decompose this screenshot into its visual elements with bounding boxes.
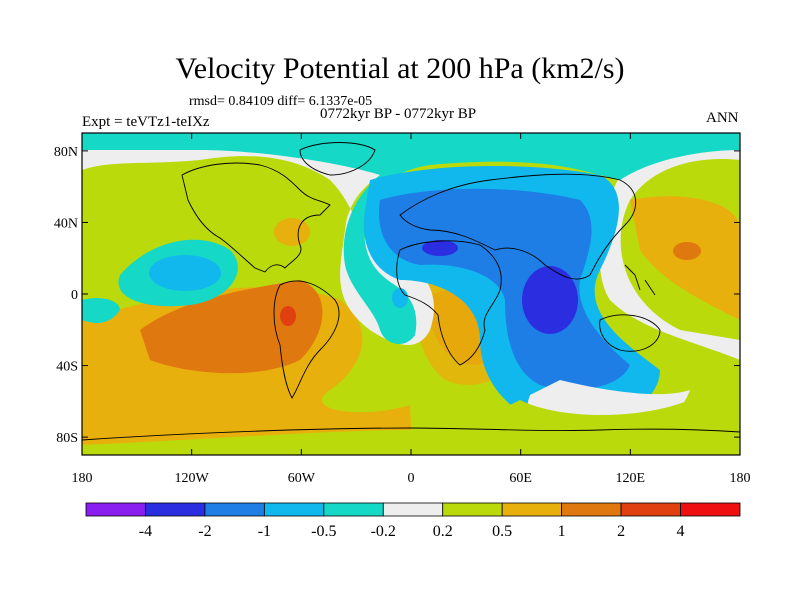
lon-label: 60E xyxy=(509,471,532,486)
colorbar-swatch xyxy=(323,502,384,517)
contour-region-arctic-negative xyxy=(82,133,740,345)
coast-eurasia xyxy=(399,173,637,280)
colorbar-label: 4 xyxy=(677,523,685,540)
coast-north-america xyxy=(181,162,331,273)
lon-label: 180 xyxy=(72,471,93,486)
contour-fill-layer xyxy=(82,133,740,455)
plot-title: Velocity Potential at 200 hPa (km2/s) xyxy=(175,52,625,85)
colorbar-swatch xyxy=(204,502,265,517)
colorbar-label: -0.5 xyxy=(311,523,336,540)
coast-antarctica xyxy=(82,427,740,441)
lat-label: 0 xyxy=(71,288,78,303)
coastline-layer xyxy=(82,142,740,441)
lon-label: 0 xyxy=(408,471,415,486)
colorbar-swatch xyxy=(145,502,206,517)
longitude-axis: 180 120W 60W 0 60E 120E 180 xyxy=(72,133,751,486)
colorbar-swatch xyxy=(680,502,741,517)
colorbar: -4 -2 -1 -0.5 -0.2 0.2 0.5 1 2 4 xyxy=(85,502,741,540)
contour-region-south-america-max xyxy=(140,280,323,374)
colorbar-label: -4 xyxy=(139,523,152,540)
contour-peak-sahara xyxy=(422,240,458,256)
colorbar-swatch xyxy=(263,502,325,517)
colorbar-label: 0.2 xyxy=(433,523,453,540)
contour-region-antarctic-positive xyxy=(82,390,740,455)
lat-label: 40S xyxy=(56,360,78,375)
time-period-label: 0772kyr BP - 0772kyr BP xyxy=(320,106,477,122)
coast-maritime-continent xyxy=(624,264,656,296)
rmsd-diff-stats: rmsd= 0.84109 diff= 6.1337e-05 xyxy=(189,94,373,109)
coast-south-america xyxy=(273,280,340,399)
contour-region-gulf-of-guinea xyxy=(392,288,408,308)
lon-label: 60W xyxy=(288,471,316,486)
colorbar-label: 0.5 xyxy=(492,523,512,540)
contour-peak-west-pacific xyxy=(673,242,701,260)
colorbar-swatch xyxy=(561,502,622,517)
colorbar-label: -1 xyxy=(258,523,271,540)
colorbar-swatch xyxy=(501,502,563,517)
latitude-axis: 80N 40N 0 40S 80S xyxy=(54,145,740,446)
colorbar-swatch xyxy=(620,502,681,517)
colorbar-swatch xyxy=(442,502,503,517)
coast-africa xyxy=(396,240,502,366)
lat-label: 80N xyxy=(54,145,78,160)
lon-label: 120E xyxy=(616,471,646,486)
coast-greenland xyxy=(299,142,376,176)
lon-label: 180 xyxy=(730,471,751,486)
lat-label: 40N xyxy=(54,216,78,231)
colorbar-label: -2 xyxy=(198,523,211,540)
colorbar-label: 2 xyxy=(617,523,625,540)
season-label: ANN xyxy=(706,110,739,126)
experiment-label: Expt = teVTz1-teIXz xyxy=(82,114,210,130)
contour-peak-andes xyxy=(280,306,296,326)
colorbar-swatch xyxy=(85,502,146,517)
colorbar-label: 1 xyxy=(558,523,566,540)
lon-label: 120W xyxy=(175,471,210,486)
contour-region-east-pacific xyxy=(149,255,221,291)
colorbar-swatch xyxy=(382,502,444,517)
contour-region-west-edge xyxy=(82,298,120,323)
colorbar-label: -0.2 xyxy=(371,523,396,540)
lat-label: 80S xyxy=(56,431,78,446)
coast-australia xyxy=(599,314,661,352)
contour-region-africa-indian-negative xyxy=(379,188,630,390)
contour-region-north-america xyxy=(274,218,310,246)
contour-peak-indian-ocean xyxy=(522,266,578,334)
